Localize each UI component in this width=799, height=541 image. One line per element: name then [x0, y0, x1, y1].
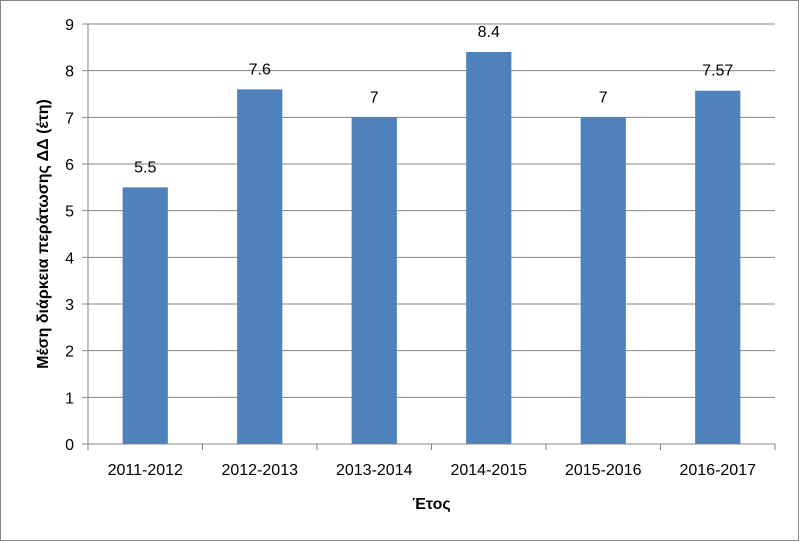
y-tick-label: 6: [65, 157, 74, 174]
data-label: 7.6: [249, 61, 271, 78]
bar: [351, 117, 397, 444]
data-label: 7.57: [702, 63, 733, 80]
bar: [466, 52, 512, 444]
x-tick-label: 2011-2012: [108, 462, 183, 479]
y-tick-label: 4: [65, 250, 74, 267]
gridlines: [88, 23, 775, 398]
x-tick-labels: 2011-2012 2012-2013 2013-2014 2014-2015 2015…: [108, 462, 757, 479]
bar: [580, 117, 626, 444]
y-tick-label: 1: [65, 390, 74, 407]
bars: [122, 52, 741, 445]
y-tick-label: 8: [65, 64, 74, 81]
y-axis-title: Μέση διάρκεια περάτωσης ΔΔ (έτη): [35, 99, 52, 369]
y-tick-labels: 0 1 2 3 4 5 6 7 8 9: [65, 17, 74, 454]
x-tick-label: 2012-2013: [221, 462, 298, 479]
data-label: 5.5: [134, 159, 156, 176]
data-label: 7: [599, 89, 608, 106]
bar: [122, 187, 168, 445]
x-axis-title: Έτος: [412, 496, 450, 513]
bar: [237, 89, 283, 444]
y-tick-label: 7: [65, 110, 74, 127]
data-label: 8.4: [478, 24, 500, 41]
axes: [82, 23, 776, 450]
y-tick-label: 0: [65, 437, 74, 454]
y-tick-label: 9: [65, 17, 74, 34]
x-tick-label: 2014-2015: [450, 462, 527, 479]
y-tick-label: 5: [65, 204, 74, 221]
y-tick-label: 2: [65, 344, 74, 361]
data-labels: 5.5 7.6 7 8.4 7 7.57: [134, 24, 733, 176]
x-tick-label: 2016-2017: [679, 462, 756, 479]
data-label: 7: [370, 89, 379, 106]
y-tick-label: 3: [65, 297, 74, 314]
bar: [695, 90, 741, 444]
x-tick-label: 2015-2016: [565, 462, 642, 479]
x-tick-label: 2013-2014: [336, 462, 413, 479]
